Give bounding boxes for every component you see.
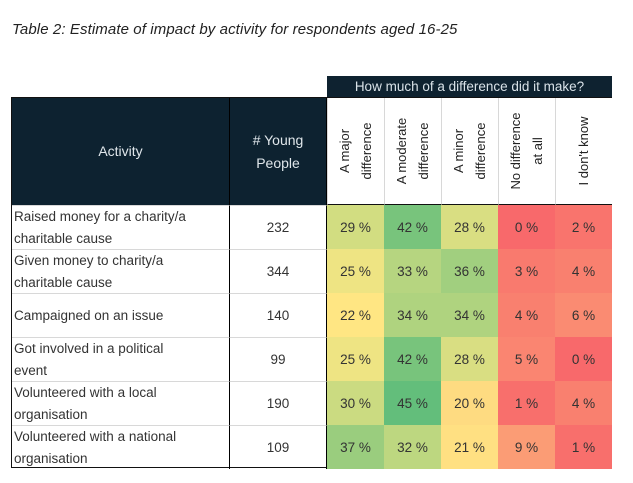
table-title: Table 2: Estimate of impact by activity … [12,21,458,38]
column-header-label: I don't know [573,101,595,201]
heatmap-cell: 34 % [384,293,441,337]
heatmap-cell: 25 % [327,249,384,293]
heatmap-cell: 28 % [441,205,498,249]
table-row: Volunteered with a national organisation 1… [12,425,612,469]
heatmap-cell: 34 % [441,293,498,337]
heatmap-cell: 32 % [384,425,441,469]
heatmap-cell: 0 % [555,337,612,381]
heatmap-cell: 28 % [441,337,498,381]
activity-cell: Volunteered with a local organisation [12,381,230,425]
heatmap-cell: 42 % [384,205,441,249]
heatmap-cell: 42 % [384,337,441,381]
activity-label-line1: Campaigned on an issue [14,307,164,323]
table-row: Given money to charity/a charitable cause… [12,249,612,293]
young-people-count: 190 [230,381,327,425]
activity-cell: Got involved in a political event [12,337,230,381]
activity-label-line1: Volunteered with a national [14,428,177,444]
column-header-line2: difference [416,122,431,180]
activity-label-line2: organisation [14,406,88,422]
column-header-line2: at all [530,137,545,165]
column-header-label: No difference at all [505,101,549,201]
heatmap-cell: 0 % [498,205,555,249]
column-header-line1: I don't know [576,116,591,186]
activity-cell: Raised money for a charity/a charitable c… [12,205,230,249]
activity-label-line2: event [14,362,48,378]
heatmap-cell: 29 % [327,205,384,249]
activity-label-line2: charitable cause [14,274,113,290]
heatmap-cell: 45 % [384,381,441,425]
activity-label-line2: organisation [14,450,88,466]
heatmap-cell: 1 % [555,425,612,469]
heatmap-cell: 9 % [498,425,555,469]
heatmap-cell: 25 % [327,337,384,381]
activity-header-label: Activity [98,143,143,159]
young-people-header: # Young People [230,98,327,205]
activity-label-line2: charitable cause [14,230,113,246]
heatmap-cell: 21 % [441,425,498,469]
column-header-line1: A moderate [394,117,409,185]
young-people-count: 99 [230,337,327,381]
heatmap-cell: 1 % [498,381,555,425]
heatmap-cell: 2 % [555,205,612,249]
activity-label-line1: Raised money for a charity/a [14,208,186,224]
heatmap-cell: 4 % [555,381,612,425]
heatmap-cell: 30 % [327,381,384,425]
table-row: Campaigned on an issue 140 22 % 34 % 34 % 4 %… [12,293,612,337]
impact-table: Activity # Young People A major differenc… [11,97,612,469]
difference-header-band: How much of a difference did it make? [327,76,612,97]
young-people-count: 140 [230,293,327,337]
activity-label-line1: Got involved in a political [14,340,164,356]
column-header: I don't know [555,98,612,205]
heatmap-cell: 22 % [327,293,384,337]
activity-cell: Volunteered with a national organisation [12,425,230,469]
activity-cell: Campaigned on an issue [12,293,230,337]
heatmap-cell: 20 % [441,381,498,425]
column-header-line1: A major [337,128,352,174]
heatmap-cell: 3 % [498,249,555,293]
column-header: No difference at all [498,98,555,205]
heatmap-cell: 4 % [498,293,555,337]
column-header-label: A moderate difference [391,101,435,201]
column-header-line1: No difference [508,112,523,190]
column-header: A moderate difference [384,98,441,205]
activity-label-line1: Volunteered with a local [14,384,157,400]
heatmap-cell: 36 % [441,249,498,293]
young-people-count: 344 [230,249,327,293]
table-row: Got involved in a political event 99 25 % 42… [12,337,612,381]
heatmap-cell: 33 % [384,249,441,293]
young-people-header-line2: People [256,154,300,171]
column-header-label: A minor difference [448,101,492,201]
activity-header: Activity [12,98,230,205]
heatmap-cell: 37 % [327,425,384,469]
young-people-header-line1: # Young [252,131,304,148]
column-header: A minor difference [441,98,498,205]
column-header-line2: difference [473,122,488,180]
heatmap-cell: 4 % [555,249,612,293]
young-people-count: 232 [230,205,327,249]
table-row: Volunteered with a local organisation 190 3… [12,381,612,425]
column-header: A major difference [327,98,384,205]
column-header-label: A major difference [334,101,378,201]
column-header-line1: A minor [451,128,466,174]
young-people-count: 109 [230,425,327,469]
heatmap-cell: 6 % [555,293,612,337]
table-row: Raised money for a charity/a charitable c… [12,205,612,249]
activity-label-line1: Given money to charity/a [14,252,164,268]
column-header-line2: difference [359,122,374,180]
activity-cell: Given money to charity/a charitable cause [12,249,230,293]
heatmap-cell: 5 % [498,337,555,381]
